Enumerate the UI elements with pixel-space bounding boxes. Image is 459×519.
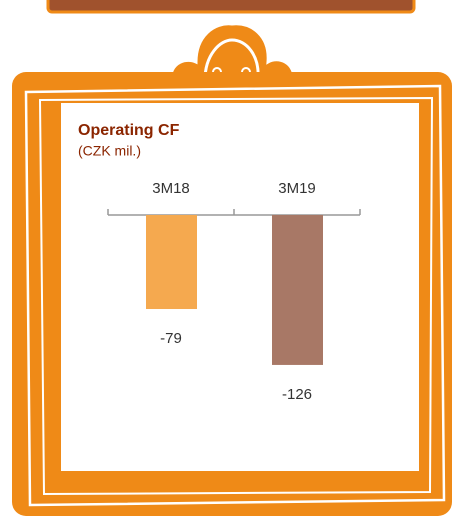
- top-strip: [46, 0, 416, 14]
- data-label: -126: [282, 386, 312, 403]
- category-label: 3M19: [278, 180, 316, 197]
- frame-crown: [168, 22, 296, 84]
- chart-subtitle: (CZK mil.): [78, 143, 141, 159]
- data-label: -79: [160, 330, 182, 347]
- frame-line: [24, 84, 446, 507]
- bar: [146, 215, 197, 310]
- chart-title: Operating CF: [78, 122, 180, 139]
- category-label: 3M18: [152, 180, 190, 197]
- frame-line: [38, 96, 434, 496]
- crown-line: [203, 38, 260, 81]
- bar: [272, 215, 323, 365]
- panel: [61, 103, 419, 471]
